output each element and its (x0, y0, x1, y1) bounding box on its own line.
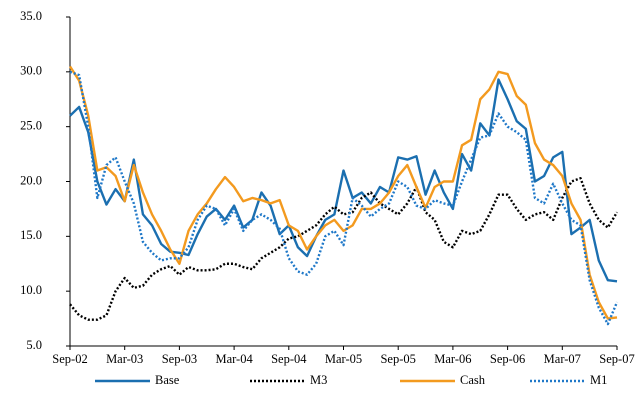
y-tick-label: 10.0 (20, 283, 42, 297)
legend-label: M3 (310, 373, 327, 387)
x-tick-label: Sep-03 (162, 352, 197, 366)
x-tick-label: Mar-03 (106, 352, 143, 366)
y-tick-label: 30.0 (20, 64, 42, 78)
x-tick-label: Sep-04 (271, 352, 307, 366)
legend-label: M1 (590, 373, 607, 387)
legend-label: Base (155, 373, 180, 387)
series-line (69, 177, 619, 321)
y-tick-label: 20.0 (20, 173, 42, 187)
x-tick-label: Sep-07 (599, 352, 634, 366)
x-tick-label: Sep-05 (380, 352, 415, 366)
x-tick-label: Mar-04 (215, 352, 253, 366)
y-tick-label: 15.0 (20, 228, 42, 242)
series-line (68, 65, 618, 320)
x-tick-label: Mar-06 (434, 352, 471, 366)
x-tick-label: Sep-06 (490, 352, 525, 366)
series-line (69, 70, 619, 326)
y-tick-label: 25.0 (20, 119, 42, 133)
y-tick-label: 5.0 (26, 338, 42, 352)
x-tick-label: Mar-05 (325, 352, 362, 366)
y-tick-label: 35.0 (20, 9, 42, 23)
legend-label: Cash (460, 373, 486, 387)
x-tick-label: Sep-02 (52, 352, 87, 366)
x-tick-label: Mar-07 (544, 352, 581, 366)
series-line (69, 78, 618, 283)
